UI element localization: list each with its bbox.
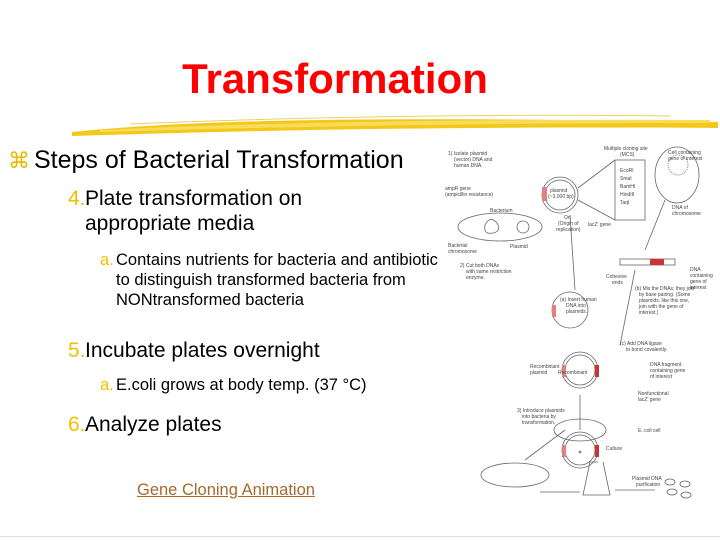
svg-text:enzyme.: enzyme. [466,275,485,281]
svg-text:transformation.: transformation. [522,420,555,426]
svg-text:lacZ' gene: lacZ' gene [638,397,661,403]
svg-text:(ampicillin resistance): (ampicillin resistance) [445,192,493,198]
slide-title: Transformation [182,55,488,102]
svg-text:into bacteria by: into bacteria by [522,414,556,420]
svg-text:DNA of: DNA of [672,205,688,211]
step-number: 4. [68,187,86,210]
svg-text:(c) Add DNA ligase: (c) Add DNA ligase [620,341,662,347]
svg-text:Bacterial: Bacterial [448,243,467,249]
svg-text:ends: ends [612,280,623,286]
svg-text:Plasmid DNA: Plasmid DNA [632,476,662,482]
svg-text:(~3,000 bp): (~3,000 bp) [548,194,574,200]
step-text: Incubate plates overnight [85,339,320,362]
svg-text:(a) Insert human: (a) Insert human [560,297,597,303]
svg-text:Ori: Ori [564,215,571,221]
sub-number: a. [100,376,114,394]
svg-text:to bond covalently.: to bond covalently. [626,347,667,353]
svg-text:(b) Mix the DNAs; they join: (b) Mix the DNAs; they join [635,286,695,292]
yellow-brush-underline [72,114,718,136]
step-text: Analyze plates [85,413,222,436]
svg-text:interest.): interest.) [639,310,659,316]
svg-text:gene of: gene of [690,279,707,285]
svg-text:purification: purification [636,482,660,488]
svg-text:DNA: DNA [690,267,701,273]
sub-text: E.coli grows at body temp. (37 °C) [116,376,367,394]
svg-text:Bacterium: Bacterium [490,208,513,214]
svg-text:containing: containing [690,273,713,279]
gene-cloning-diagram: 1) Isolate plasmid(vector) DNA andhuman … [445,146,713,499]
svg-text:plasmid: plasmid [550,188,567,194]
svg-text:TaqI: TaqI [620,200,629,206]
svg-text:(Origin of: (Origin of [558,221,579,227]
svg-text:1) Isolate plasmid: 1) Isolate plasmid [448,151,487,157]
svg-text:(vector) DNA and: (vector) DNA and [454,157,493,163]
svg-text:replication): replication) [556,227,581,233]
sub-number: a. [100,251,114,269]
svg-text:Cell containing: Cell containing [668,150,701,156]
diagram-labels: 1) Isolate plasmid(vector) DNA andhuman … [445,146,713,488]
svg-text:SmaI: SmaI [620,176,632,182]
svg-text:by base pairing. (Some: by base pairing. (Some [639,292,691,298]
gene-cloning-animation-link[interactable]: Gene Cloning Animation [137,481,315,499]
svg-text:3) Introduce plasmids: 3) Introduce plasmids [517,408,565,414]
svg-text:interest: interest [690,285,707,291]
svg-text:BamHI: BamHI [620,184,635,190]
slide-bottom-border [0,536,720,537]
gene-fragment [650,259,664,265]
svg-text:(MCS): (MCS) [620,152,635,158]
svg-text:of interest: of interest [650,374,673,380]
svg-text:EcoRI: EcoRI [620,168,634,174]
svg-text:Culture: Culture [606,446,622,452]
svg-text:plasmids, like this one,: plasmids, like this one, [639,298,689,304]
sub-text: Contains nutrients for bacteria and anti… [116,251,438,309]
svg-text:lacZ' gene: lacZ' gene [588,222,611,228]
svg-text:chromosome: chromosome [672,211,701,217]
svg-text:ampR gene: ampR gene [445,186,471,192]
svg-text:human DNA.: human DNA. [454,163,483,169]
svg-text:chromosome: chromosome [448,249,477,255]
svg-text:gene of interest: gene of interest [668,156,703,162]
svg-text:join with the gene of: join with the gene of [638,304,684,310]
svg-text:HindIII: HindIII [620,192,634,198]
svg-text:DNA fragment: DNA fragment [650,362,682,368]
svg-text:DNA into: DNA into [566,303,586,309]
svg-text:plasmids.: plasmids. [566,309,587,315]
svg-text:Recombinant: Recombinant [558,370,588,376]
main-bullet-text: Steps of Bacterial Transformation [34,146,404,174]
svg-text:Nonfunctional: Nonfunctional [638,391,669,397]
step-text: Plate transformation on appropriate medi… [85,187,303,235]
main-bullet: ⌘ Steps of Bacterial Transformation [8,146,404,175]
svg-text:Plasmid: Plasmid [510,244,528,250]
svg-text:containing gene: containing gene [650,368,686,374]
svg-text:Cohesive: Cohesive [606,274,627,280]
svg-text:Recombinant: Recombinant [530,364,560,370]
svg-text:Multiple cloning site: Multiple cloning site [604,146,648,152]
step-number: 6. [68,413,86,436]
svg-text:with same restriction: with same restriction [466,269,512,275]
command-key-bullet-icon: ⌘ [8,148,30,173]
svg-text:plasmid: plasmid [530,370,547,376]
step-number: 5. [68,339,86,362]
svg-text:E. coli cell: E. coli cell [638,428,661,434]
svg-text:2) Cut both DNAs: 2) Cut both DNAs [460,263,500,269]
